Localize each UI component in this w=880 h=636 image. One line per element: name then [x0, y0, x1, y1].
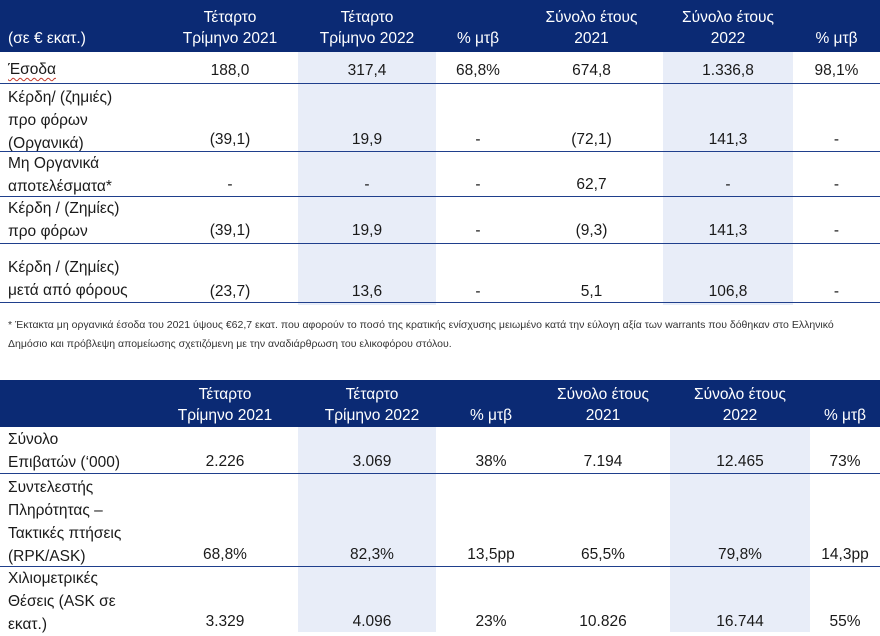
cell-fy-2022: 141,3 — [708, 222, 748, 239]
row-divider — [0, 83, 880, 84]
cell-yoy-2: 55% — [829, 613, 861, 630]
row-label: Μη Οργανικά αποτελέσματα* — [8, 155, 112, 195]
row-label: Κέρδη / (Ζημίες) προ φόρων — [8, 197, 119, 243]
cell-fy-2022: 141,3 — [708, 131, 748, 148]
cell-yoy: - — [475, 283, 481, 300]
table-row: Κέρδη / (Ζημίες) μετά από φόρους (23,7) … — [0, 244, 880, 302]
header-unit: (σε € εκατ.) — [8, 30, 86, 47]
header-yoy: % μτβ — [469, 407, 513, 424]
q4-2022-column-shade — [298, 427, 436, 632]
cell-q4-2022: 3.069 — [352, 453, 392, 470]
cell-fy-2021: 674,8 — [572, 62, 611, 79]
cell-fy-2021: 5,1 — [580, 283, 603, 300]
cell-yoy: 68,8% — [456, 62, 500, 79]
table-row: Χιλιομετρικές Θέσεις (ASK σε εκατ.) 3.32… — [0, 567, 880, 633]
row-divider — [0, 196, 880, 197]
table-row: Μη Οργανικά αποτελέσματα* - - - 62,7 - - — [0, 152, 880, 196]
cell-fy-2021: 10.826 — [579, 613, 627, 630]
cell-q4-2021: - — [227, 176, 233, 193]
header-yoy-2: % μτβ — [823, 407, 867, 424]
header-q4-2022: Τέταρτο Τρίμηνο 2022 — [319, 9, 415, 47]
table-header — [0, 380, 880, 427]
cell-yoy: - — [475, 131, 481, 148]
row-divider — [0, 566, 880, 567]
cell-fy-2022: 12.465 — [716, 453, 764, 470]
cell-fy-2021: (72,1) — [571, 131, 612, 148]
fy-2022-column-shade — [663, 52, 793, 305]
cell-yoy-2: - — [833, 222, 840, 239]
table-row: Κέρδη/ (ζημιές) προ φόρων (Οργανικά) (39… — [0, 84, 880, 152]
header-fy-2022: Σύνολο έτους 2022 — [682, 9, 774, 47]
table-row: Κέρδη / (Ζημίες) προ φόρων (39,1) 19,9 -… — [0, 197, 880, 243]
cell-yoy-2: - — [833, 283, 840, 300]
cell-yoy-2: 14,3pp — [821, 546, 869, 563]
cell-q4-2021: (39,1) — [209, 131, 251, 148]
table-row: Σύνολο Επιβατών (‘000) 2.226 3.069 38% 7… — [0, 427, 880, 473]
cell-q4-2021: (39,1) — [209, 222, 251, 239]
cell-q4-2022: 317,4 — [347, 62, 387, 79]
cell-q4-2022: - — [364, 176, 370, 193]
row-divider — [0, 302, 880, 303]
cell-q4-2021: 188,0 — [210, 62, 250, 79]
header-yoy: % μτβ — [456, 30, 500, 47]
row-label: Κέρδη / (Ζημίες) μετά από φόρους — [8, 259, 128, 299]
row-divider — [0, 151, 880, 152]
row-label: Κέρδη/ (ζημιές) προ φόρων (Οργανικά) — [8, 89, 113, 152]
cell-q4-2022: 82,3% — [350, 546, 394, 563]
cell-fy-2021: 62,7 — [576, 176, 607, 193]
header-q4-2021: Τέταρτο Τρίμηνο 2021 — [177, 386, 273, 424]
cell-q4-2021: (23,7) — [209, 283, 251, 300]
table-row: Συντελεστής Πληρότητας – Τακτικές πτήσει… — [0, 474, 880, 566]
cell-fy-2022: 106,8 — [708, 283, 748, 300]
cell-fy-2022: 79,8% — [718, 546, 762, 563]
row-label: Χιλιομετρικές Θέσεις (ASK σε εκατ.) — [8, 570, 116, 633]
cell-fy-2022: - — [725, 176, 731, 193]
cell-yoy: 23% — [475, 613, 507, 630]
cell-fy-2022: 16.744 — [716, 613, 764, 630]
cell-q4-2021: 68,8% — [203, 546, 247, 563]
row-divider — [0, 243, 880, 244]
cell-q4-2022: 19,9 — [351, 222, 383, 239]
cell-yoy-2: 73% — [829, 453, 861, 470]
row-label-text: Κέρδη / (Ζημίες) προ φόρων — [8, 200, 120, 240]
table-row: Έσοδα 188,0 317,4 68,8% 674,8 1.336,8 98… — [0, 52, 880, 83]
header-fy-2021: Σύνολο έτους 2021 — [545, 9, 638, 47]
cell-q4-2022: 4.096 — [352, 613, 392, 630]
cell-yoy: 13,5pp — [467, 546, 515, 563]
cell-yoy-2: - — [833, 176, 840, 193]
cell-q4-2022: 13,6 — [351, 283, 383, 300]
cell-fy-2022: 1.336,8 — [702, 62, 754, 79]
cell-q4-2022: 19,9 — [351, 131, 383, 148]
header-fy-2021: Σύνολο έτους 2021 — [557, 386, 649, 424]
cell-yoy: - — [475, 176, 481, 193]
cell-fy-2021: (9,3) — [575, 222, 608, 239]
header-yoy-2: % μτβ — [815, 30, 858, 47]
header-q4-2021: Τέταρτο Τρίμηνο 2021 — [182, 9, 278, 47]
fy-2022-column-shade — [670, 427, 810, 632]
q4-2022-column-shade — [298, 52, 436, 305]
financial-results-table: (σε € εκατ.) Τέταρτο Τρίμηνο 2021 Τέταρτ… — [0, 0, 880, 305]
cell-yoy: - — [475, 222, 481, 239]
cell-yoy-2: - — [833, 131, 840, 148]
traffic-statistics-table: Τέταρτο Τρίμηνο 2021 Τέταρτο Τρίμηνο 202… — [0, 380, 880, 633]
cell-q4-2021: 3.329 — [205, 613, 245, 630]
row-label: Συντελεστής Πληρότητας – Τακτικές πτήσει… — [8, 479, 122, 565]
footnote: * Έκτακτα μη οργανικά έσοδα του 2021 ύψο… — [8, 319, 834, 350]
row-divider — [0, 473, 880, 474]
cell-yoy-2: 98,1% — [814, 62, 859, 79]
cell-q4-2021: 2.226 — [205, 453, 245, 470]
cell-yoy: 38% — [475, 453, 507, 470]
cell-fy-2021: 7.194 — [583, 453, 623, 470]
row-label: Έσοδα — [8, 61, 56, 78]
header-q4-2022: Τέταρτο Τρίμηνο 2022 — [324, 386, 420, 424]
row-label: Σύνολο Επιβατών (‘000) — [8, 431, 121, 471]
table-header — [0, 0, 880, 52]
cell-fy-2021: 65,5% — [581, 546, 625, 563]
header-fy-2022: Σύνολο έτους 2022 — [694, 386, 786, 424]
